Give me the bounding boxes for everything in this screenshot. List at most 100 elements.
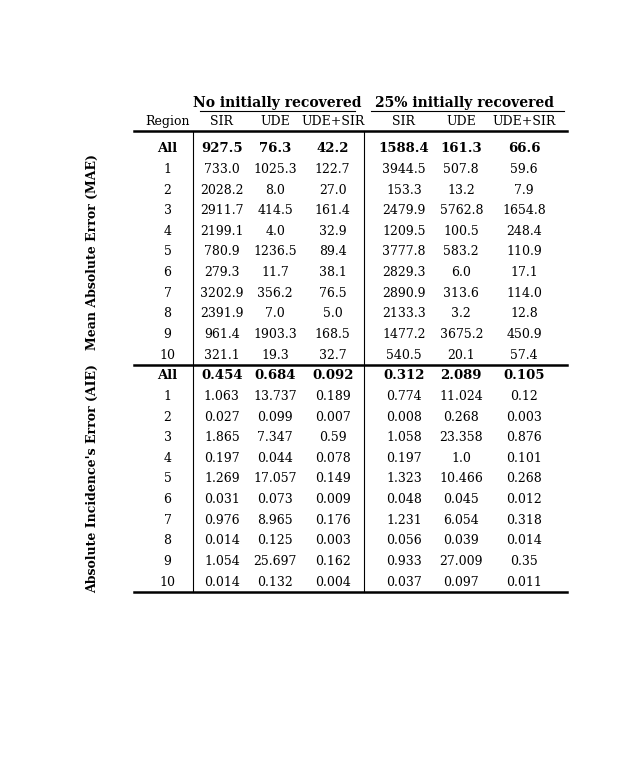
Text: 0.031: 0.031 <box>204 493 240 506</box>
Text: 2199.1: 2199.1 <box>200 225 244 238</box>
Text: 76.3: 76.3 <box>259 142 291 155</box>
Text: 25% initially recovered: 25% initially recovered <box>374 96 554 110</box>
Text: 161.3: 161.3 <box>440 142 482 155</box>
Text: 0.048: 0.048 <box>386 493 422 506</box>
Text: Region: Region <box>145 115 190 128</box>
Text: 5: 5 <box>164 245 172 258</box>
Text: 1.058: 1.058 <box>386 431 422 444</box>
Text: 13.2: 13.2 <box>447 184 475 197</box>
Text: 1.054: 1.054 <box>204 555 240 568</box>
Text: 25.697: 25.697 <box>253 555 297 568</box>
Text: 66.6: 66.6 <box>508 142 540 155</box>
Text: 17.057: 17.057 <box>253 472 297 485</box>
Text: 0.078: 0.078 <box>315 452 351 464</box>
Text: 0.774: 0.774 <box>386 390 422 403</box>
Text: 0.454: 0.454 <box>201 369 243 382</box>
Text: 1236.5: 1236.5 <box>253 245 297 258</box>
Text: 0.268: 0.268 <box>506 472 542 485</box>
Text: 8.0: 8.0 <box>266 184 285 197</box>
Text: 2028.2: 2028.2 <box>200 184 244 197</box>
Text: 0.009: 0.009 <box>315 493 351 506</box>
Text: UDE+SIR: UDE+SIR <box>301 115 364 128</box>
Text: 1.0: 1.0 <box>451 452 471 464</box>
Text: 1: 1 <box>164 163 172 176</box>
Text: 3944.5: 3944.5 <box>382 163 426 176</box>
Text: 1903.3: 1903.3 <box>253 328 297 341</box>
Text: 1477.2: 1477.2 <box>382 328 426 341</box>
Text: 0.101: 0.101 <box>506 452 542 464</box>
Text: 10: 10 <box>159 576 175 588</box>
Text: 9: 9 <box>164 328 172 341</box>
Text: 9: 9 <box>164 555 172 568</box>
Text: 3202.9: 3202.9 <box>200 287 244 300</box>
Text: 2479.9: 2479.9 <box>382 205 426 217</box>
Text: 0.189: 0.189 <box>315 390 351 403</box>
Text: 0.197: 0.197 <box>386 452 422 464</box>
Text: 5: 5 <box>164 472 172 485</box>
Text: 2911.7: 2911.7 <box>200 205 244 217</box>
Text: 5762.8: 5762.8 <box>440 205 483 217</box>
Text: 1.865: 1.865 <box>204 431 240 444</box>
Text: 7: 7 <box>164 287 172 300</box>
Text: 3: 3 <box>164 205 172 217</box>
Text: 3.2: 3.2 <box>451 308 471 321</box>
Text: 733.0: 733.0 <box>204 163 240 176</box>
Text: 0.008: 0.008 <box>386 411 422 424</box>
Text: 0.876: 0.876 <box>506 431 542 444</box>
Text: 20.1: 20.1 <box>447 348 475 361</box>
Text: 8: 8 <box>164 308 172 321</box>
Text: All: All <box>157 369 178 382</box>
Text: 4: 4 <box>164 452 172 464</box>
Text: 0.105: 0.105 <box>503 369 545 382</box>
Text: 0.014: 0.014 <box>204 534 240 548</box>
Text: 583.2: 583.2 <box>444 245 479 258</box>
Text: 1.063: 1.063 <box>204 390 240 403</box>
Text: 0.162: 0.162 <box>315 555 351 568</box>
Text: 2391.9: 2391.9 <box>200 308 244 321</box>
Text: 2133.3: 2133.3 <box>382 308 426 321</box>
Text: 356.2: 356.2 <box>257 287 293 300</box>
Text: 0.092: 0.092 <box>312 369 353 382</box>
Text: 961.4: 961.4 <box>204 328 240 341</box>
Text: 1.323: 1.323 <box>386 472 422 485</box>
Text: 0.003: 0.003 <box>315 534 351 548</box>
Text: 7.9: 7.9 <box>515 184 534 197</box>
Text: 0.014: 0.014 <box>204 576 240 588</box>
Text: 13.737: 13.737 <box>253 390 297 403</box>
Text: 32.7: 32.7 <box>319 348 346 361</box>
Text: 0.056: 0.056 <box>386 534 422 548</box>
Text: 0.312: 0.312 <box>383 369 425 382</box>
Text: 0.176: 0.176 <box>315 514 351 527</box>
Text: 5.0: 5.0 <box>323 308 342 321</box>
Text: Absolute Incidence's Error (AIE): Absolute Incidence's Error (AIE) <box>86 365 99 594</box>
Text: 0.59: 0.59 <box>319 431 346 444</box>
Text: SIR: SIR <box>392 115 415 128</box>
Text: 414.5: 414.5 <box>257 205 293 217</box>
Text: SIR: SIR <box>211 115 234 128</box>
Text: 8: 8 <box>164 534 172 548</box>
Text: 114.0: 114.0 <box>506 287 542 300</box>
Text: 0.037: 0.037 <box>386 576 422 588</box>
Text: 248.4: 248.4 <box>506 225 542 238</box>
Text: 0.684: 0.684 <box>255 369 296 382</box>
Text: UDE+SIR: UDE+SIR <box>492 115 556 128</box>
Text: 3675.2: 3675.2 <box>440 328 483 341</box>
Text: 6: 6 <box>164 266 172 279</box>
Text: 0.003: 0.003 <box>506 411 542 424</box>
Text: 89.4: 89.4 <box>319 245 346 258</box>
Text: 57.4: 57.4 <box>510 348 538 361</box>
Text: 27.0: 27.0 <box>319 184 346 197</box>
Text: 0.197: 0.197 <box>204 452 239 464</box>
Text: 0.35: 0.35 <box>510 555 538 568</box>
Text: 0.099: 0.099 <box>257 411 293 424</box>
Text: 3777.8: 3777.8 <box>382 245 426 258</box>
Text: 1588.4: 1588.4 <box>379 142 429 155</box>
Text: 0.014: 0.014 <box>506 534 542 548</box>
Text: 10: 10 <box>159 348 175 361</box>
Text: 1654.8: 1654.8 <box>502 205 546 217</box>
Text: 0.12: 0.12 <box>510 390 538 403</box>
Text: 19.3: 19.3 <box>261 348 289 361</box>
Text: 1.231: 1.231 <box>386 514 422 527</box>
Text: 2: 2 <box>164 184 172 197</box>
Text: 1: 1 <box>164 390 172 403</box>
